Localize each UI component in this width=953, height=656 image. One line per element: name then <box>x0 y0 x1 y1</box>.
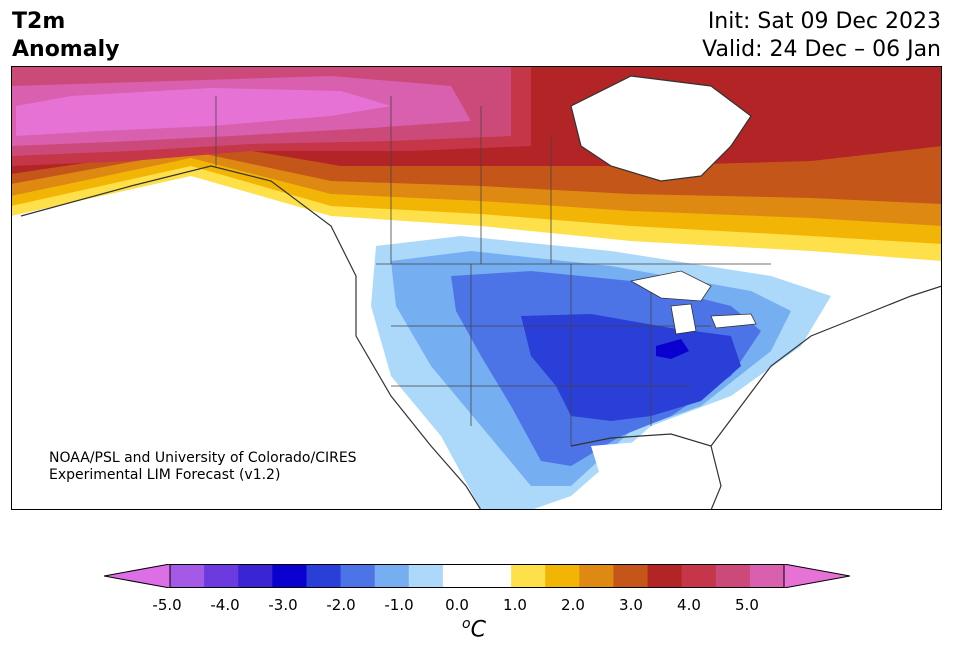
title-variable: T2m <box>12 9 66 34</box>
political-borders <box>215 96 771 446</box>
colorbar-segment <box>647 564 683 588</box>
forecast-dates: Init: Sat 09 Dec 2023 Valid: 24 Dec – 06… <box>702 8 941 64</box>
colorbar-tick-label: 0.0 <box>445 596 469 614</box>
warm-band-9 <box>16 88 391 136</box>
colorbar <box>104 564 850 588</box>
colorbar-tick-label: 5.0 <box>735 596 759 614</box>
map-title: T2m Anomaly <box>12 8 119 64</box>
colorbar-segment <box>511 564 546 588</box>
cold-band-4 <box>521 314 741 421</box>
title-type: Anomaly <box>12 37 120 62</box>
colorbar-tick-label: -5.0 <box>152 596 182 614</box>
colorbar-tick-label: 2.0 <box>561 596 585 614</box>
colorbar-segment <box>681 564 717 588</box>
valid-range: Valid: 24 Dec – 06 Jan <box>702 37 941 62</box>
colorbar-tick-label: -3.0 <box>268 596 298 614</box>
colorbar-segment <box>408 564 444 588</box>
colorbar-segment <box>749 564 785 588</box>
colorbar-tick-label: 4.0 <box>677 596 701 614</box>
colorbar-segment <box>715 564 751 588</box>
anomaly-map <box>11 66 942 510</box>
unit-label: C <box>470 617 486 643</box>
credit-line-2: Experimental LIM Forecast (v1.2) <box>49 467 281 483</box>
colorbar-segment <box>306 564 342 588</box>
colorbar-segment <box>477 564 512 588</box>
colorbar-segment <box>204 564 239 588</box>
credit-text: NOAA/PSL and University of Colorado/CIRE… <box>49 450 357 484</box>
coastlines <box>20 75 942 510</box>
colorbar-tick-label: -2.0 <box>326 596 356 614</box>
colorbar-segment <box>613 564 649 588</box>
colorbar-segment <box>170 564 205 588</box>
pacific-ocean <box>11 226 481 510</box>
colorbar-segment <box>272 564 307 588</box>
credit-line-1: NOAA/PSL and University of Colorado/CIRE… <box>49 450 357 466</box>
colorbar-segment <box>442 564 478 588</box>
colorbar-tick-label: -1.0 <box>384 596 414 614</box>
colorbar-segment <box>579 564 614 588</box>
colorbar-extend-high <box>783 564 850 588</box>
colorbar-tick-label: 1.0 <box>503 596 527 614</box>
colorbar-tick-label: 3.0 <box>619 596 643 614</box>
colorbar-segment <box>545 564 580 588</box>
hudson-bay <box>571 76 751 181</box>
colorbar-extend-low <box>104 564 171 588</box>
unit-degree: o <box>462 616 471 632</box>
colorbar-frame <box>169 564 785 588</box>
colorbar-segment <box>374 564 410 588</box>
atlantic-ocean <box>731 306 942 510</box>
colorbar-ticks: -5.0 -4.0 -3.0 -2.0 -1.0 0.0 1.0 2.0 3.0 4.0 5.0 <box>0 596 953 616</box>
great-lakes <box>629 270 757 335</box>
colorbar-tick-label: -4.0 <box>210 596 240 614</box>
colorbar-unit: oC <box>462 616 486 642</box>
colorbar-segment <box>340 564 376 588</box>
init-date: Init: Sat 09 Dec 2023 <box>707 9 941 34</box>
cold-core <box>656 339 689 359</box>
colorbar-segment <box>238 564 273 588</box>
gulf-of-mexico <box>591 436 731 510</box>
